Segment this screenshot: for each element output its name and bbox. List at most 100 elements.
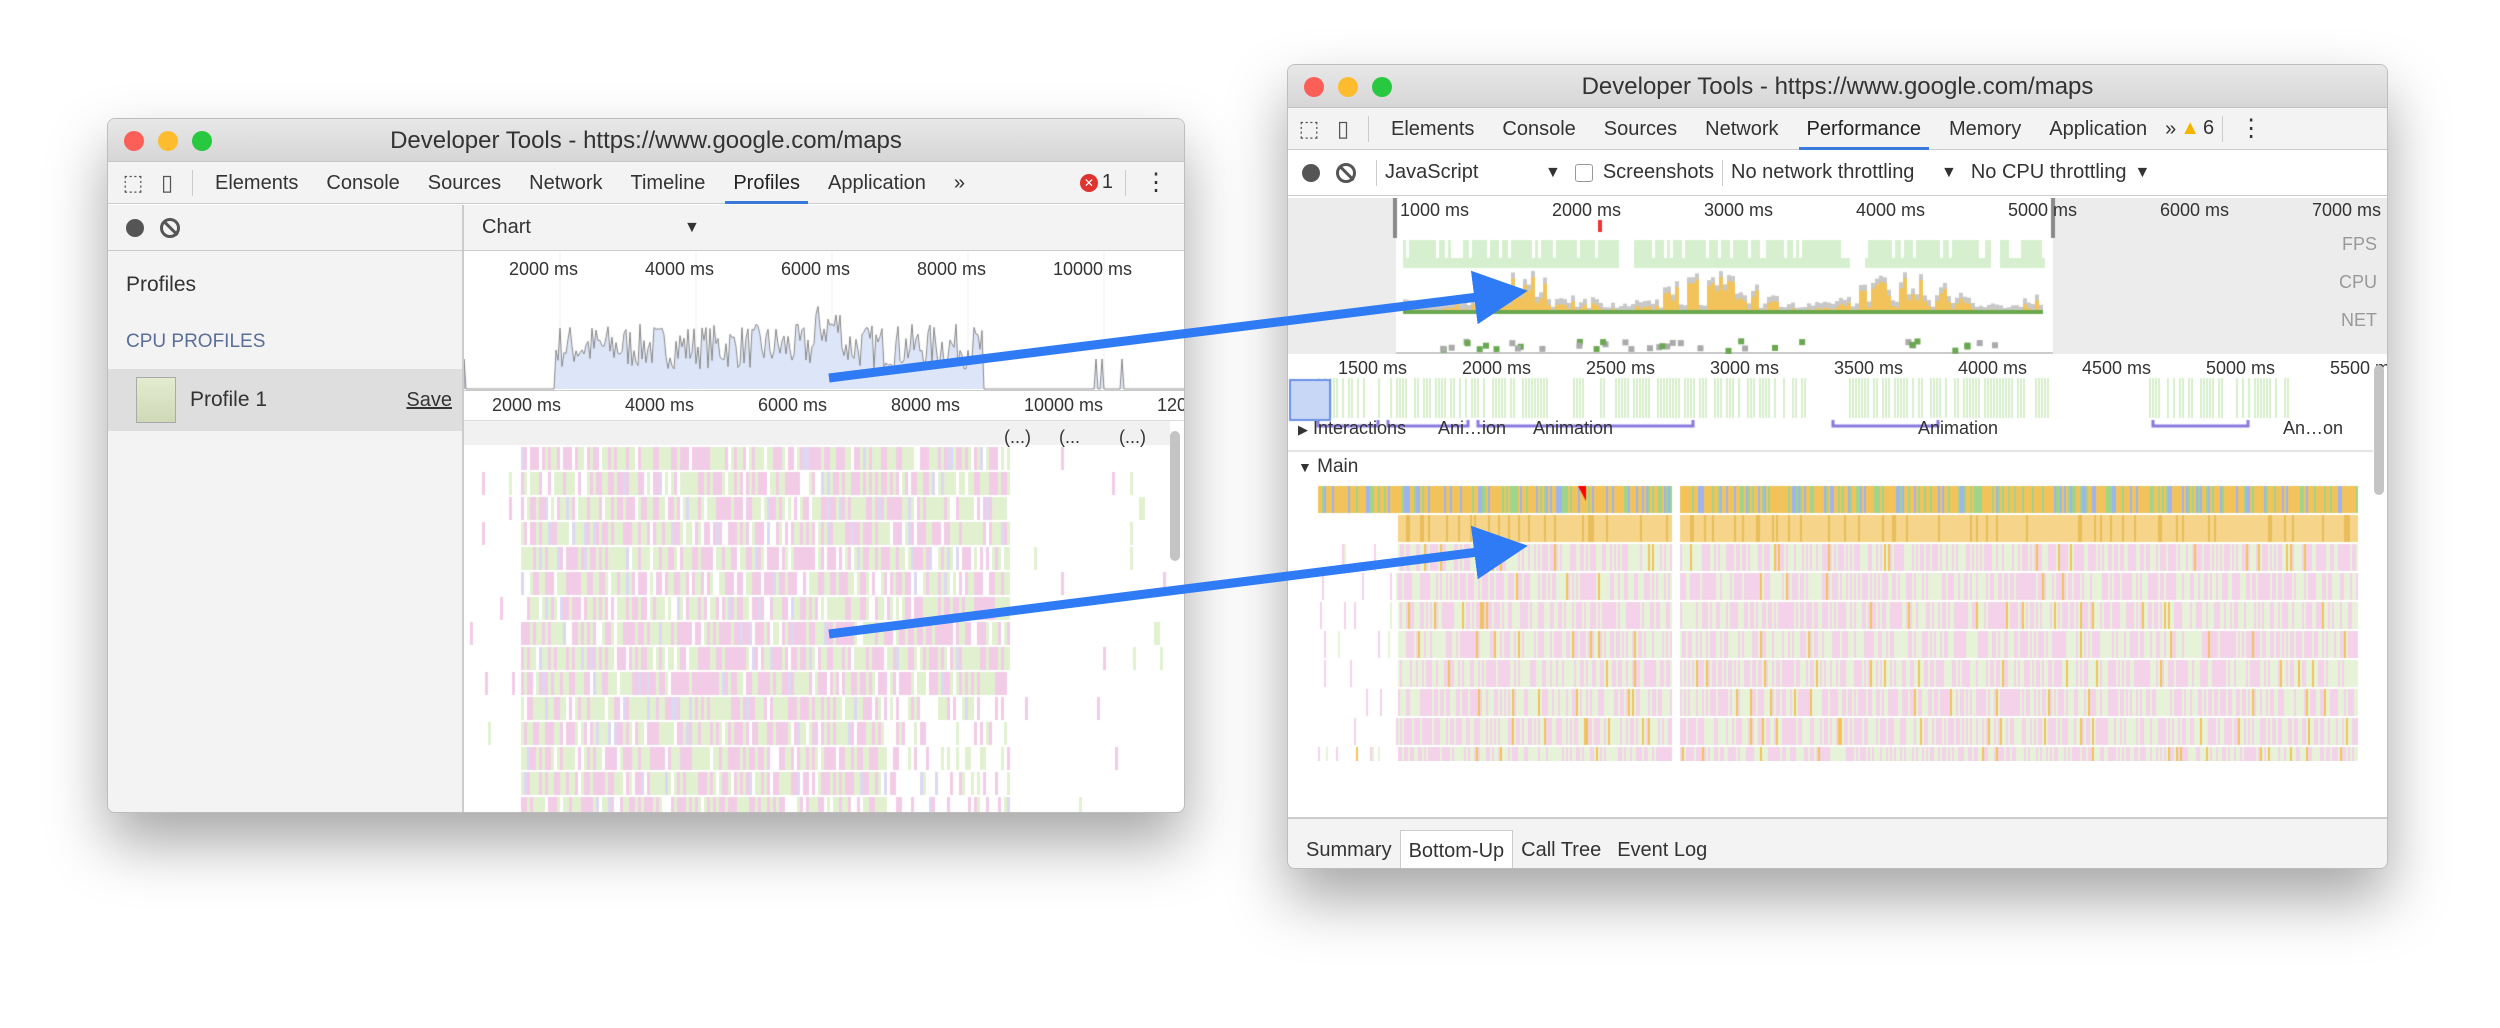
ruler-tick: 10000 ms: [1024, 395, 1104, 415]
arrow-overview: [828, 270, 1528, 383]
tab-call-tree[interactable]: Call Tree: [1521, 839, 1602, 861]
tab-bottom-up[interactable]: Bottom-Up: [1399, 830, 1514, 868]
tab-elements[interactable]: Elements: [215, 171, 299, 194]
view-toolbar: Chart ▼: [464, 205, 1184, 251]
overview-tick: 2000 ms: [1552, 200, 1622, 220]
clear-icon[interactable]: [160, 217, 180, 238]
close-button[interactable]: [124, 131, 144, 151]
warning-count[interactable]: 6: [2203, 117, 2215, 139]
interaction-item[interactable]: Animation: [1533, 418, 1614, 438]
overview-tick: 7000 ms: [2312, 200, 2382, 220]
profile-name: Profile 1: [190, 388, 268, 411]
tab-elements[interactable]: Elements: [1391, 117, 1475, 140]
tab-event-log[interactable]: Event Log: [1617, 839, 1708, 861]
save-link[interactable]: Save: [406, 388, 452, 411]
network-throttle-select[interactable]: No network throttling: [1731, 161, 1915, 183]
expand-triangle-icon: ▶: [1298, 422, 1308, 437]
menu-kebab-icon[interactable]: ⋮: [1144, 169, 1168, 196]
tab-network[interactable]: Network: [529, 171, 603, 194]
tab-summary[interactable]: Summary: [1306, 839, 1392, 861]
tab-profiles[interactable]: Profiles: [719, 162, 814, 204]
time-ruler: 2000 ms 4000 ms 6000 ms 8000 ms 10000 ms 1200…: [464, 391, 1184, 421]
view-select[interactable]: Chart: [482, 216, 531, 238]
record-button[interactable]: [126, 218, 144, 237]
screenshots-checkbox[interactable]: [1574, 163, 1593, 182]
error-count[interactable]: 1: [1101, 171, 1113, 193]
ruler-tick: 5000 ms: [2206, 358, 2276, 378]
truncated-frame-label[interactable]: (...): [1119, 427, 1146, 447]
chevron-down-icon[interactable]: ▼: [684, 218, 700, 236]
track-label-net: NET: [2341, 310, 2377, 330]
tab-console[interactable]: Console: [1502, 117, 1576, 140]
truncated-frame-label[interactable]: (...): [1004, 427, 1031, 447]
ruler-tick: 3500 ms: [1834, 358, 1904, 378]
chevron-down-icon[interactable]: ▼: [1545, 163, 1561, 181]
left-devtools-window: Developer Tools - https://www.google.com…: [107, 118, 1185, 813]
track-label-fps: FPS: [2341, 234, 2377, 254]
tab-performance[interactable]: Performance: [1793, 108, 1936, 150]
error-icon: ✕: [1079, 173, 1098, 192]
clear-icon[interactable]: [1336, 162, 1356, 183]
zoom-button[interactable]: [1372, 77, 1392, 97]
main-track-label[interactable]: ▼ Main: [1298, 456, 1358, 478]
flame-chart[interactable]: (...) (... (...): [464, 421, 1170, 812]
cpu-throttle-select[interactable]: No CPU throttling: [1970, 161, 2127, 183]
profile-item[interactable]: Profile 1 Save: [108, 369, 462, 431]
tab-application[interactable]: Application: [828, 171, 926, 194]
tab-application[interactable]: Application: [2049, 117, 2148, 140]
inspect-icon[interactable]: ⬚: [1298, 115, 1320, 141]
overview-tick: 5000 ms: [2008, 200, 2078, 220]
interaction-item[interactable]: Animation: [1918, 418, 1999, 438]
overview-tick: 4000 ms: [645, 259, 715, 279]
device-toolbar-icon[interactable]: ▯: [160, 169, 174, 195]
overview-tick: 6000 ms: [781, 259, 851, 279]
zoom-button[interactable]: [192, 131, 212, 151]
tab-sources[interactable]: Sources: [427, 171, 502, 194]
menu-kebab-icon[interactable]: ⋮: [2239, 115, 2264, 142]
close-button[interactable]: [1304, 77, 1324, 97]
tab-timeline[interactable]: Timeline: [630, 171, 706, 194]
warning-icon: ▲: [2180, 117, 2200, 139]
chevron-down-icon[interactable]: ▼: [2134, 163, 2151, 181]
minimize-button[interactable]: [1338, 77, 1358, 97]
interaction-item[interactable]: An…on: [2283, 418, 2344, 438]
truncated-frame-label[interactable]: (...: [1059, 427, 1080, 447]
device-toolbar-icon[interactable]: ▯: [1336, 115, 1350, 141]
cpu-overview-chart: [464, 251, 1184, 391]
minimize-button[interactable]: [158, 131, 178, 151]
overview-tick: 2000 ms: [509, 259, 579, 279]
main-flame-chart: [1288, 356, 2373, 761]
bottom-tabs: Summary Bottom-Up Call Tree Event Log: [1288, 817, 2387, 868]
chevron-down-icon[interactable]: ▼: [1941, 163, 1957, 181]
collapse-triangle-icon: ▼: [1298, 459, 1312, 475]
tab-sources[interactable]: Sources: [1603, 117, 1678, 140]
timeline-details[interactable]: 1500 ms 2000 ms 2500 ms 3000 ms 3500 ms 4000 …: [1288, 356, 2387, 761]
more-tabs-button[interactable]: »: [953, 171, 966, 194]
right-devtools-window: Developer Tools - https://www.google.com…: [1287, 64, 2388, 869]
screenshots-label[interactable]: Screenshots: [1602, 161, 1715, 183]
scrollbar[interactable]: [1170, 431, 1180, 561]
tab-console[interactable]: Console: [326, 171, 400, 194]
window-title: Developer Tools - https://www.google.com…: [1581, 73, 2094, 100]
ruler-tick: 2000 ms: [1462, 358, 1532, 378]
tab-network[interactable]: Network: [1705, 117, 1779, 140]
more-tabs-button[interactable]: »: [2165, 117, 2177, 140]
record-button[interactable]: [1302, 163, 1320, 182]
category-select[interactable]: JavaScript: [1385, 161, 1479, 183]
overview-tick: 1000 ms: [1400, 200, 1470, 220]
interaction-item[interactable]: Ani…ion: [1438, 418, 1507, 438]
window-title: Developer Tools - https://www.google.com…: [390, 127, 902, 154]
interactions-label: Interactions: [1313, 418, 1407, 438]
flame-chart-canvas: [464, 421, 1170, 812]
scrollbar[interactable]: [2374, 365, 2384, 495]
profiles-heading: Profiles: [126, 273, 197, 296]
ruler-tick: 2000 ms: [492, 395, 562, 415]
tab-memory[interactable]: Memory: [1949, 117, 2022, 140]
interactions-track-label[interactable]: ▶ Interactions: [1298, 418, 1406, 439]
profile-main: Chart ▼ 2000 ms 4000 ms 6000 ms 8000 ms 10000…: [464, 205, 1184, 812]
inspect-icon[interactable]: ⬚: [122, 169, 144, 195]
panel-tabs: ⬚ ▯ Elements Console Sources Network Per…: [1288, 108, 2387, 150]
cpu-profiles-section: CPU PROFILES: [126, 331, 266, 352]
